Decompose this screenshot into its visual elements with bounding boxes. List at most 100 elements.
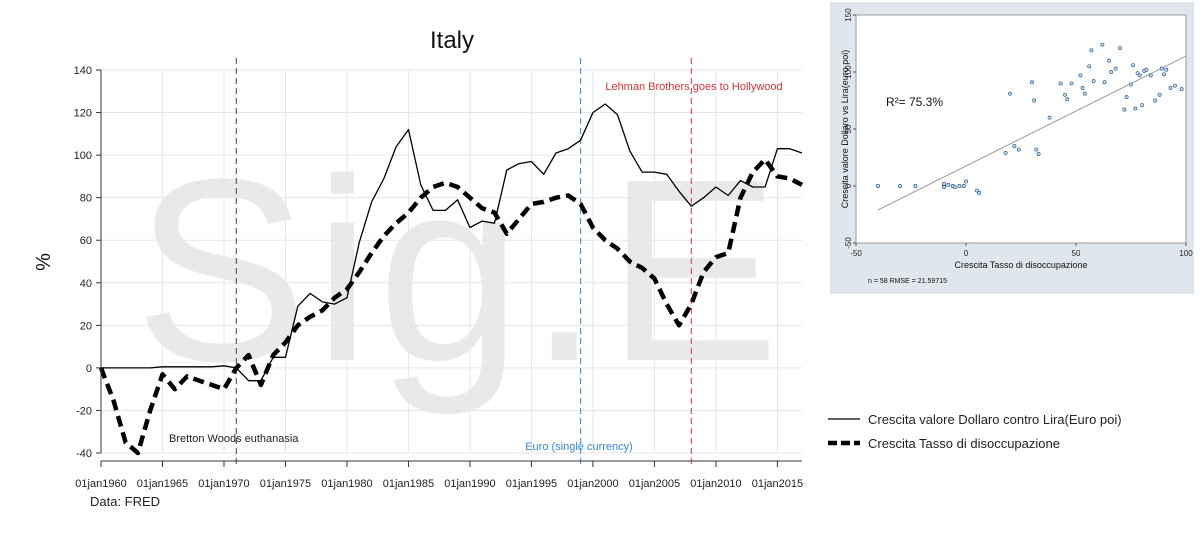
scatter-y-tick-label: 0	[844, 183, 853, 188]
x-tick-label: 01jan1990	[444, 478, 495, 490]
scatter-point	[1034, 147, 1039, 152]
scatter-point	[1164, 67, 1169, 72]
x-tick-label: 01jan1960	[75, 478, 126, 490]
scatter-x-tick-label: -50	[850, 249, 862, 258]
scatter-point	[961, 184, 966, 188]
scatter-point	[1140, 103, 1144, 108]
scatter-point	[1173, 83, 1177, 88]
y-axis-label: %	[33, 253, 55, 271]
scatter-point	[913, 184, 918, 188]
scatter-point	[1144, 67, 1149, 72]
scatter-point	[876, 184, 880, 188]
scatter-point	[1137, 73, 1142, 78]
scatter-point	[1008, 91, 1012, 96]
scatter-inset-panel: -50 0 50 100 -50 0 50 100 150 R²= 75.3% Crescita…	[830, 2, 1194, 294]
x-tick-label: 01jan2010	[690, 478, 741, 490]
scatter-point	[942, 185, 946, 190]
y-tick-label: 80	[80, 193, 92, 205]
scatter-x-tick-label: 0	[964, 249, 969, 258]
event-label: Bretton Woods euthanasia	[169, 433, 299, 445]
y-tick-label: 120	[74, 108, 92, 120]
scatter-point	[964, 179, 968, 184]
x-tick-label: 01jan2005	[629, 478, 680, 490]
scatter-point	[977, 190, 982, 195]
scatter-point	[1113, 66, 1118, 71]
y-tick-label: 140	[74, 65, 92, 77]
scatter-point	[1131, 63, 1136, 68]
scatter-point	[1100, 42, 1105, 47]
event-label: Euro (single currency)	[525, 441, 633, 453]
scatter-point	[1069, 81, 1074, 86]
x-tick-label: 01jan1970	[198, 478, 249, 490]
scatter-point	[1058, 81, 1063, 86]
scatter-point	[1063, 92, 1067, 97]
scatter-point	[1102, 80, 1107, 85]
scatter-x-axis-label: Crescita Tasso di disoccupazione	[955, 260, 1088, 270]
scatter-point	[1122, 107, 1127, 112]
scatter-point	[1124, 95, 1129, 100]
event-label: Lehman Brothers goes to Hollywood	[605, 81, 782, 93]
scatter-plot-area	[855, 14, 1187, 244]
y-tick-label: 20	[80, 320, 92, 332]
x-tick-label: 01jan1965	[137, 478, 188, 490]
scatter-point	[1080, 86, 1085, 90]
scatter-point	[1157, 92, 1162, 97]
scatter-point	[1153, 98, 1158, 103]
scatter-point	[975, 188, 979, 193]
scatter-chart: -50 0 50 100 -50 0 50 100 150 R²= 75.3% Crescita…	[840, 8, 1193, 285]
scatter-y-tick-label: -50	[844, 237, 853, 249]
legend-label: Crescita valore Dollaro contro Lira(Euro…	[868, 412, 1122, 427]
scatter-point	[957, 184, 962, 188]
scatter-point	[1179, 87, 1184, 92]
scatter-point	[1168, 86, 1173, 90]
x-tick-label: 01jan1985	[383, 478, 434, 490]
y-tick-label: 0	[86, 363, 92, 375]
scatter-point	[953, 185, 957, 190]
y-tick-label: 60	[80, 235, 92, 247]
scatter-point	[942, 181, 946, 186]
scatter-point	[946, 182, 951, 187]
scatter-point	[1091, 79, 1096, 84]
y-tick-label: 40	[80, 278, 92, 290]
scatter-point	[1118, 46, 1122, 51]
scatter-point	[1087, 64, 1092, 69]
x-tick-label: 01jan2015	[752, 478, 803, 490]
scatter-y-axis-label: Crescita valore Dollaro vs Lira(euro poi…	[840, 50, 850, 209]
scatter-point	[1012, 144, 1017, 149]
chart-title: Italy	[430, 27, 474, 54]
x-tick-label: 01jan1975	[260, 478, 311, 490]
scatter-point	[1135, 71, 1140, 76]
scatter-point	[1003, 150, 1008, 155]
y-tick-label: 100	[74, 150, 92, 162]
scatter-point	[1036, 152, 1041, 157]
scatter-point	[1148, 73, 1153, 78]
scatter-point	[898, 184, 902, 188]
watermark-text: Sig.E	[134, 126, 785, 417]
source-note: Data: FRED	[90, 494, 160, 509]
scatter-point	[1133, 106, 1138, 111]
scatter-y-tick-label: 100	[844, 65, 853, 79]
scatter-point	[1065, 97, 1070, 102]
y-tick-label: -40	[76, 448, 92, 460]
y-tick-label: -20	[76, 405, 92, 417]
scatter-point	[1030, 80, 1034, 85]
x-tick-label: 01jan2000	[567, 478, 618, 490]
scatter-x-tick-label: 100	[1179, 249, 1193, 258]
x-tick-label: 01jan1995	[506, 478, 557, 490]
series-line-2	[98, 157, 804, 456]
series-line-1	[101, 103, 803, 382]
scatter-r2-label: R²= 75.3%	[886, 95, 943, 109]
scatter-point	[1089, 48, 1094, 53]
legend-label: Crescita Tasso di disoccupazione	[868, 436, 1060, 451]
scatter-point	[1159, 66, 1164, 71]
x-tick-label: 01jan1980	[321, 478, 372, 490]
scatter-fit-line	[877, 55, 1187, 211]
scatter-footer: n = 58 RMSE = 21.59715	[868, 278, 947, 285]
scatter-x-tick-label: 50	[1072, 249, 1081, 258]
scatter-point	[1047, 115, 1052, 120]
scatter-y-tick-label: 50	[844, 124, 853, 133]
scatter-point	[1109, 70, 1114, 74]
scatter-point	[1032, 98, 1037, 103]
scatter-point	[1016, 147, 1021, 152]
